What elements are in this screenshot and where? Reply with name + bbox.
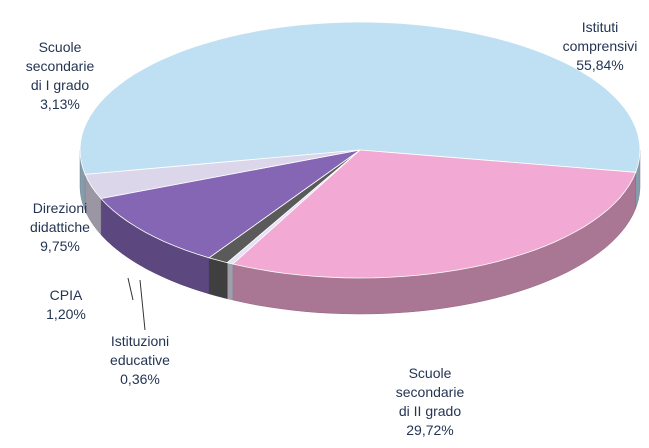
value-label: 29,72% <box>406 422 453 438</box>
category-label: Istituzioni educative <box>110 333 170 368</box>
category-label: Direzioni didattiche <box>30 200 90 235</box>
value-label: 55,84% <box>576 57 623 73</box>
leader-line <box>127 277 134 301</box>
slice <box>100 149 361 259</box>
category-label: Scuole secondarie di I grado <box>26 39 95 93</box>
slice <box>84 149 361 199</box>
slice-side <box>208 257 228 300</box>
category-label: Scuole secondarie di II grado <box>396 365 465 419</box>
category-label: Istituti comprensivi <box>563 19 638 54</box>
slice <box>79 21 641 175</box>
leader-line <box>139 279 146 331</box>
slice-side <box>226 262 234 301</box>
value-label: 3,13% <box>40 96 80 112</box>
value-label: 9,75% <box>40 238 80 254</box>
value-label: 0,36% <box>120 371 160 387</box>
value-label: 1,20% <box>46 306 86 322</box>
pie <box>79 21 641 315</box>
category-label: CPIA <box>50 287 83 303</box>
slice <box>231 149 637 279</box>
